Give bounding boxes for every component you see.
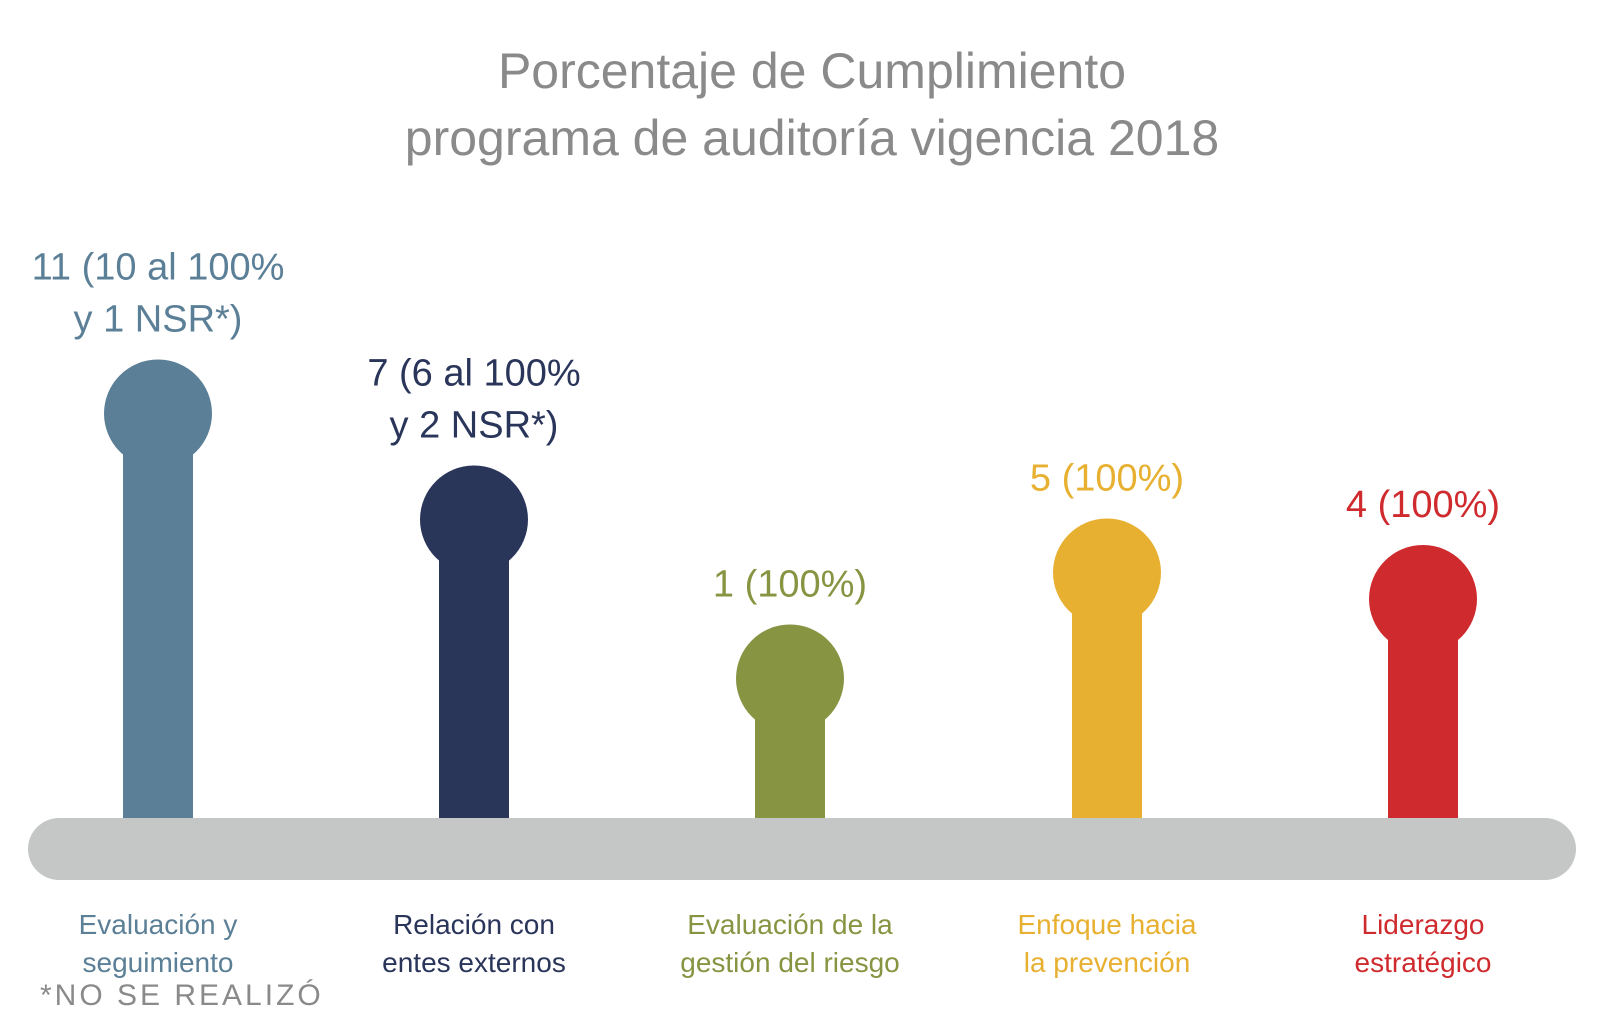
value-label-2-line-2: y 2 NSR*) [390,405,559,447]
category-label-3-line-1: Evaluación de la [687,909,893,940]
value-label-2-line-1: 7 (6 al 100% [367,353,580,395]
category-label-5-line-1: Liderazgo [1362,909,1485,940]
bars-group [104,359,1477,822]
baseline-bar [28,818,1576,880]
category-label-4-line-2: la prevención [1024,947,1191,978]
value-label-5-line-1: 4 (100%) [1346,484,1500,526]
bar-head-4 [1053,518,1161,627]
value-label-1-line-1: 11 (10 al 100% [32,247,285,289]
category-label-2-line-1: Relación con [393,909,555,940]
value-label-3-line-1: 1 (100%) [713,564,867,606]
chart-title-line-2: programa de auditoría vigencia 2018 [405,110,1219,166]
category-label-3-line-2: gestión del riesgo [680,947,899,978]
category-label-4-line-1: Enfoque hacia [1017,909,1196,940]
category-label-1-line-1: Evaluación y [79,909,238,940]
category-labels-group: Evaluación y seguimiento Relación con entes… [79,909,1492,978]
chart-title-line-1: Porcentaje de Cumplimiento [498,43,1126,99]
category-label-5-line-2: estratégico [1355,947,1492,978]
footnote: *NO SE REALIZÓ [40,979,324,1012]
value-labels-group: 11 (10 al 100% y 1 NSR*) 7 (6 al 100% y 2 N… [32,247,1501,606]
value-label-1-line-2: y 1 NSR*) [74,299,243,341]
chart-title: Porcentaje de Cumplimiento programa de a… [405,43,1219,166]
category-label-1-line-2: seguimiento [83,947,234,978]
bar-head-5 [1369,545,1477,653]
bar-head-3 [736,624,844,733]
category-label-2-line-2: entes externos [382,947,566,978]
bar-head-2 [420,465,528,574]
bar-head-1 [104,359,212,468]
value-label-4-line-1: 5 (100%) [1030,458,1184,500]
bar-stem-1 [123,413,193,822]
